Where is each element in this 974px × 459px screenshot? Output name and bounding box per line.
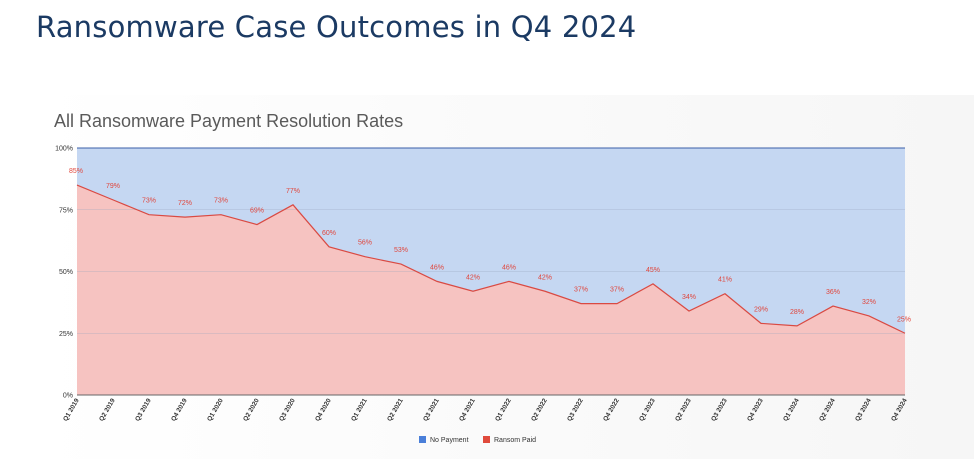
data-label: 73% xyxy=(142,198,156,205)
data-label: 72% xyxy=(178,200,192,207)
x-tick-label: Q3 2019 xyxy=(134,397,153,422)
page-title: Ransomware Case Outcomes in Q4 2024 xyxy=(36,10,637,44)
data-label: 37% xyxy=(574,287,588,294)
x-tick-label: Q3 2023 xyxy=(710,397,729,422)
x-tick-label: Q2 2024 xyxy=(818,397,837,422)
y-tick-label: 100% xyxy=(55,146,73,153)
x-tick-label: Q3 2024 xyxy=(854,397,873,422)
series-area-no-payment xyxy=(77,148,905,334)
data-label: 69% xyxy=(250,208,264,215)
data-label: 42% xyxy=(466,274,480,281)
x-tick-label: Q1 2019 xyxy=(62,397,81,422)
data-label: 53% xyxy=(394,247,408,254)
x-tick-label: Q4 2021 xyxy=(458,397,477,422)
data-label: 60% xyxy=(322,230,336,237)
legend-swatch-ransom-paid xyxy=(483,436,490,443)
x-tick-label: Q4 2022 xyxy=(602,397,621,422)
x-tick-label: Q3 2022 xyxy=(566,397,585,422)
y-tick-label: 0% xyxy=(63,393,73,400)
data-label: 25% xyxy=(897,316,911,323)
data-label: 28% xyxy=(790,309,804,316)
x-tick-label: Q3 2020 xyxy=(278,397,297,422)
series-area-ransom-paid xyxy=(77,185,905,395)
x-tick-label: Q1 2023 xyxy=(638,397,657,422)
x-tick-label: Q2 2023 xyxy=(674,397,693,422)
legend-label-ransom-paid: Ransom Paid xyxy=(494,437,536,444)
x-tick-label: Q4 2024 xyxy=(890,397,909,422)
data-label: 42% xyxy=(538,274,552,281)
y-tick-label: 50% xyxy=(59,269,73,276)
x-tick-label: Q2 2022 xyxy=(530,397,549,422)
x-tick-label: Q1 2021 xyxy=(350,397,369,422)
legend-swatch-no-payment xyxy=(419,436,426,443)
x-tick-label: Q4 2019 xyxy=(170,397,189,422)
data-label: 37% xyxy=(610,287,624,294)
x-tick-label: Q1 2020 xyxy=(206,397,225,422)
y-tick-label: 75% xyxy=(59,207,73,214)
data-label: 32% xyxy=(862,299,876,306)
data-label: 85% xyxy=(69,168,83,175)
data-label: 45% xyxy=(646,267,660,274)
data-label: 77% xyxy=(286,188,300,195)
x-tick-label: Q1 2024 xyxy=(782,397,801,422)
x-tick-label: Q4 2020 xyxy=(314,397,333,422)
x-tick-label: Q2 2021 xyxy=(386,397,405,422)
data-label: 29% xyxy=(754,306,768,313)
chart-title: All Ransomware Payment Resolution Rates xyxy=(54,111,404,131)
x-tick-label: Q1 2022 xyxy=(494,397,513,422)
x-tick-label: Q3 2021 xyxy=(422,397,441,422)
x-tick-label: Q2 2019 xyxy=(98,397,117,422)
data-label: 34% xyxy=(682,294,696,301)
data-label: 46% xyxy=(430,264,444,271)
x-tick-label: Q2 2020 xyxy=(242,397,261,422)
data-label: 56% xyxy=(358,240,372,247)
legend-label-no-payment: No Payment xyxy=(430,437,469,444)
data-label: 79% xyxy=(106,183,120,190)
y-tick-label: 25% xyxy=(59,331,73,338)
data-label: 73% xyxy=(214,198,228,205)
data-label: 41% xyxy=(718,277,732,284)
data-label: 46% xyxy=(502,264,516,271)
data-label: 36% xyxy=(826,289,840,296)
x-tick-label: Q4 2023 xyxy=(746,397,765,422)
series-line-ransom-paid xyxy=(76,184,906,334)
